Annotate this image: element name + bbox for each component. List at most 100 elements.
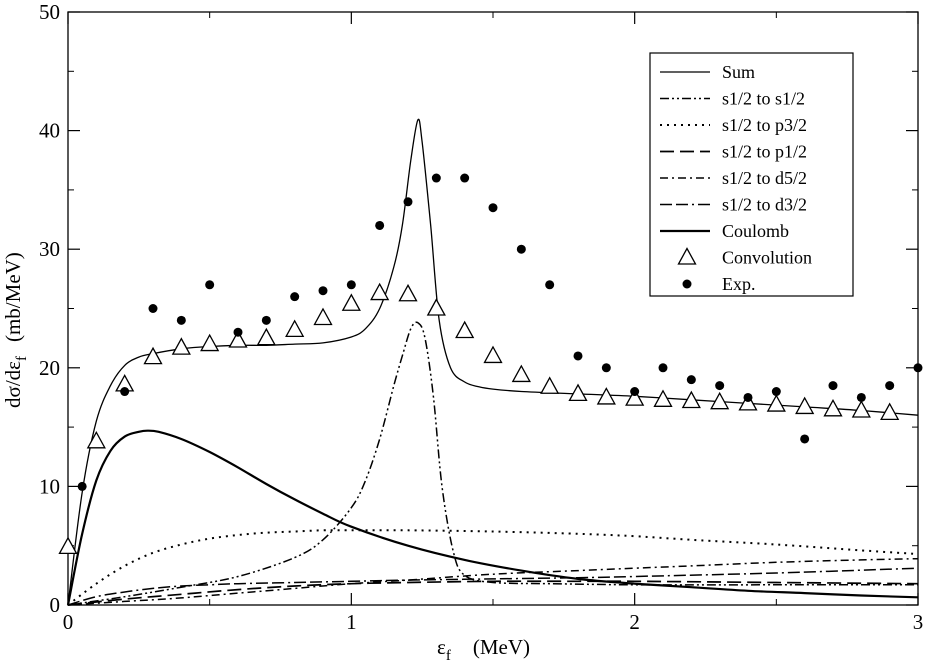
legend-swatch	[677, 247, 697, 265]
convolution-point	[58, 536, 78, 555]
exp-point	[800, 434, 810, 444]
exp-point	[771, 387, 781, 397]
exp-point	[573, 351, 583, 361]
y-tick-label: 30	[39, 237, 60, 261]
exp-point	[176, 315, 186, 325]
series-line-s1-2-to-d5-2	[67, 557, 919, 606]
series-line-s1-2-to-s1-2	[67, 321, 918, 606]
x-axis-label: εf (MeV)	[437, 635, 530, 664]
convolution-point	[455, 320, 475, 339]
series-line-coulomb	[66, 429, 919, 606]
convolution-point	[86, 430, 106, 449]
legend-label: s1/2 to s1/2	[722, 89, 805, 109]
legend-label: Sum	[722, 62, 755, 82]
exp-point	[488, 203, 498, 213]
convolution-point	[625, 388, 645, 406]
exp-point	[913, 363, 923, 373]
marker-series	[58, 173, 923, 555]
convolution-point	[681, 390, 701, 409]
exp-point	[120, 387, 130, 397]
convolution-point	[653, 389, 673, 407]
y-tick-label: 50	[39, 0, 60, 24]
x-axis-label-subscript: f	[446, 648, 451, 664]
legend-label: s1/2 to p3/2	[722, 115, 807, 135]
convolution-point	[880, 402, 900, 421]
y-tick-label: 20	[39, 356, 60, 380]
exp-point	[715, 381, 725, 391]
convolution-point	[710, 391, 730, 410]
x-axis-label-unit: (MeV)	[473, 635, 530, 659]
exp-point	[77, 481, 87, 491]
exp-point	[375, 220, 385, 230]
exp-point	[856, 392, 866, 402]
exp-point	[205, 280, 215, 290]
convolution-point	[795, 396, 815, 415]
axis-ticks	[67, 11, 919, 606]
convolution-point	[596, 387, 616, 405]
exp-point	[545, 280, 555, 290]
convolution-point	[313, 307, 333, 326]
y-tick-label: 0	[50, 593, 61, 617]
legend-label: s1/2 to d5/2	[722, 168, 807, 188]
series-lines	[66, 118, 919, 606]
series-line-s1-2-to-p1-2	[67, 580, 919, 606]
convolution-point	[483, 345, 503, 364]
convolution-point	[426, 298, 446, 316]
convolution-point	[341, 293, 361, 311]
y-axis-label-subscript: f	[14, 356, 30, 361]
convolution-point	[823, 398, 843, 417]
convolution-point	[370, 282, 390, 301]
convolution-point	[851, 400, 871, 418]
x-tick-label: 0	[63, 610, 74, 634]
exp-point	[658, 363, 668, 373]
y-tick-label: 10	[39, 474, 60, 498]
convolution-point	[540, 376, 560, 394]
series-line-sum	[67, 118, 919, 606]
legend-label: Exp.	[722, 274, 756, 294]
convolution-point	[200, 333, 220, 352]
x-tick-label: 3	[913, 610, 924, 634]
y-axis-label-unit: (mb/MeV)	[1, 252, 25, 342]
exp-point	[828, 381, 838, 391]
legend-label: s1/2 to p1/2	[722, 142, 807, 162]
convolution-point	[143, 346, 163, 365]
exp-point	[346, 280, 356, 290]
exp-point	[630, 387, 640, 397]
convolution-point	[256, 327, 276, 346]
exp-point	[686, 375, 696, 385]
y-tick-label: 40	[39, 119, 60, 143]
convolution-point	[766, 394, 786, 412]
exp-point	[431, 173, 441, 183]
convolution-point	[398, 283, 418, 302]
y-axis-label-symbol: dσ/dε	[1, 361, 25, 408]
exp-point	[290, 292, 300, 302]
legend-label: Coulomb	[722, 221, 789, 241]
convolution-point	[511, 364, 531, 383]
convolution-point	[568, 383, 588, 402]
legend-label: Convolution	[722, 248, 812, 268]
legend-swatch	[682, 279, 692, 289]
x-tick-label: 1	[346, 610, 357, 634]
exp-point	[743, 392, 753, 402]
exp-point	[460, 173, 470, 183]
convolution-point	[738, 393, 758, 411]
exp-point	[261, 315, 271, 325]
convolution-point	[228, 330, 248, 348]
exp-point	[601, 363, 611, 373]
x-axis-label-symbol: ε	[437, 635, 446, 659]
convolution-point	[171, 337, 191, 355]
series-line-s1-2-to-p3-2	[67, 529, 919, 606]
exp-point	[403, 197, 413, 207]
x-tick-label: 2	[629, 610, 640, 634]
exp-point	[885, 381, 895, 391]
exp-point	[233, 327, 243, 337]
legend-label: s1/2 to d3/2	[722, 195, 807, 215]
convolution-point	[285, 319, 305, 337]
legend: Sum s1/2 to s1/2 s1/2 to p3/2 s1/2 to p1/2 s…	[649, 52, 854, 297]
y-axis-label: dσ/dεf (mb/MeV)	[1, 252, 30, 408]
exp-point	[516, 244, 526, 254]
exp-point	[148, 304, 158, 313]
exp-point	[318, 286, 328, 296]
